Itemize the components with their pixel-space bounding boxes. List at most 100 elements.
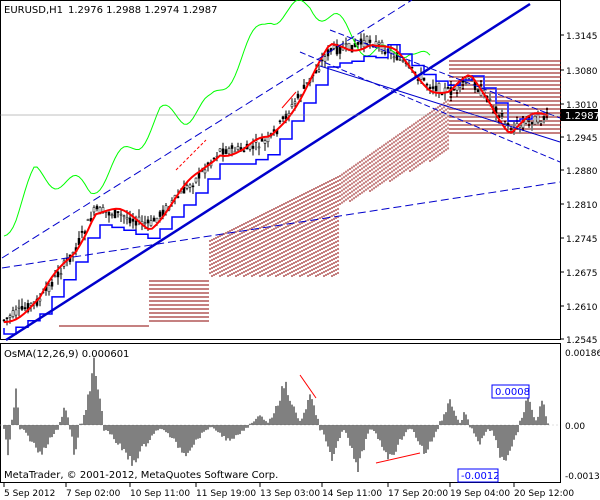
price-tick-label: 1.2545 <box>566 336 598 346</box>
time-tick-label: 20 Sep 12:00 <box>514 489 574 499</box>
candle-body <box>230 145 234 149</box>
time-tick-label: 7 Sep 02:00 <box>66 489 121 499</box>
time-tick-label: 10 Sep 11:00 <box>130 489 190 499</box>
candle-body <box>116 211 120 213</box>
candle-body <box>446 87 450 89</box>
candle-body <box>8 315 12 318</box>
copyright-text: MetaTrader, © 2001-2012, MetaQuotes Soft… <box>4 470 278 481</box>
divergence-line-price-2 <box>281 91 297 109</box>
current-price-badge <box>561 109 598 121</box>
candle-body <box>113 209 117 219</box>
candle-body <box>401 60 405 62</box>
candle-body <box>2 319 6 322</box>
candle-body <box>323 56 327 62</box>
candle-body <box>110 214 114 217</box>
candle-body <box>425 83 429 86</box>
candle-body <box>242 150 246 153</box>
candle-body <box>185 185 189 189</box>
price-tick-label: 1.2880 <box>566 167 598 177</box>
candle-body <box>278 120 282 123</box>
ichimoku-cloud <box>59 60 561 327</box>
price-tick-label: 1.2745 <box>566 235 598 245</box>
candle-body <box>530 121 534 125</box>
candle-body <box>266 136 270 143</box>
kijun-sen-line <box>3 44 545 335</box>
candle-body <box>263 140 267 144</box>
time-tick-label: 14 Sep 11:00 <box>322 489 382 499</box>
candle-body <box>227 148 231 155</box>
osma-divergence-line-2 <box>375 452 421 464</box>
candle-body <box>125 217 129 220</box>
candle-body <box>290 104 294 107</box>
candle-body <box>452 89 456 91</box>
down-trend-line[interactable] <box>319 65 561 143</box>
candle-body <box>119 213 123 216</box>
candle-body <box>26 303 30 312</box>
candle-body <box>260 138 264 142</box>
candle-body <box>506 123 510 126</box>
osma-low-marker <box>457 468 499 483</box>
price-axis: 1.3145 1.3080 1.3010 1.2945 1.2880 1.2810 1.27… <box>560 32 598 346</box>
tenkan-sen-line <box>3 43 549 324</box>
oscillator-tick-low: -0.00133 <box>565 472 600 482</box>
candle-body <box>50 281 54 287</box>
candle-body <box>194 177 198 183</box>
candle-body <box>521 122 525 128</box>
candle-body <box>467 76 471 79</box>
candle-body <box>95 205 99 210</box>
candle-body <box>128 217 132 224</box>
candle-body <box>218 148 222 152</box>
candle-body <box>92 207 96 213</box>
upper-channel-line[interactable] <box>1 0 413 259</box>
candle-body <box>488 98 492 101</box>
time-tick-label: 13 Sep 03:00 <box>260 489 320 499</box>
candle-body <box>368 39 372 43</box>
ohlc-label: 1.2976 1.2988 1.2974 1.2987 <box>68 5 218 16</box>
candle-body <box>20 305 24 310</box>
candle-body <box>539 121 543 124</box>
candle-body <box>398 59 402 61</box>
lower-channel-line[interactable] <box>1 181 561 269</box>
oscillator-frame <box>0 343 561 483</box>
price-tick-label: 1.3145 <box>566 32 598 42</box>
osma-high-marker-label: 0.0008 <box>495 387 530 398</box>
candle-body <box>38 298 42 302</box>
price-tick-label: 1.3080 <box>566 67 598 77</box>
candle-body <box>383 52 387 55</box>
candle-body <box>134 220 138 226</box>
candle-body <box>293 101 297 104</box>
oscillator-label: OsMA(12,26,9) 0.000601 <box>4 349 129 360</box>
down-channel-line-2[interactable] <box>329 29 561 119</box>
candle-body <box>17 306 21 309</box>
candle-body <box>56 271 60 278</box>
candle-body <box>53 275 57 278</box>
candle-body <box>122 215 126 217</box>
candle-body <box>143 222 147 225</box>
candle-body <box>221 148 225 155</box>
candle-body <box>422 77 426 81</box>
oscillator-tick-high: 0.001864 <box>565 349 600 359</box>
price-tick-label: 1.2810 <box>566 201 598 211</box>
candle-body <box>536 114 540 123</box>
oscillator-tick-zero: 0.00 <box>565 422 585 432</box>
candle-body <box>149 220 153 226</box>
candle-body <box>47 285 51 292</box>
candle-body <box>59 273 63 275</box>
candle-body <box>476 89 480 92</box>
candle-body <box>107 212 111 216</box>
price-tick-label: 1.3010 <box>566 101 598 111</box>
time-tick-label: 17 Sep 20:00 <box>388 489 448 499</box>
candle-body <box>296 93 300 99</box>
main-uptrend-line[interactable] <box>5 2 531 342</box>
candle-body <box>203 169 207 174</box>
candle-body <box>191 185 195 188</box>
osma-divergence-line-1 <box>299 374 317 399</box>
candle-body <box>11 310 15 317</box>
down-channel-line-1[interactable] <box>299 51 561 163</box>
candle-body <box>428 86 432 89</box>
candle-body <box>86 219 90 221</box>
osma-histogram <box>3 357 549 473</box>
candle-body <box>350 44 354 53</box>
osma-high-marker <box>491 384 530 399</box>
candle-body <box>146 219 150 224</box>
